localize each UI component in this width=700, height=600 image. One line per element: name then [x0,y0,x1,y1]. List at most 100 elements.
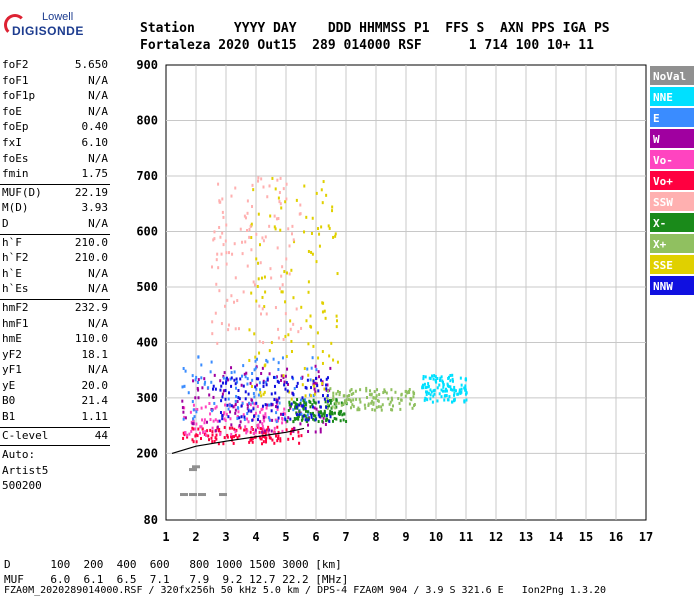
virtual-height-trace [171,427,305,454]
echo-point [264,403,267,407]
echo-point [246,417,249,421]
echo-point [199,431,202,435]
echo-point [463,386,466,390]
echo-point [221,392,224,396]
echo-point [229,377,232,381]
echo-point [181,406,184,410]
echo-point [370,401,373,405]
echo-point [250,409,253,413]
echo-point [391,398,394,402]
echo-point [438,392,441,396]
echo-point [328,226,331,230]
echo-point [230,436,233,440]
echo-point [261,236,264,240]
echo-point [381,403,384,407]
echo-point [339,419,342,423]
echo-point [422,386,425,390]
param-name: fmin [2,167,29,181]
echo-point [192,465,200,469]
echo-point [248,401,251,405]
echo-point [254,355,257,359]
echo-point [367,403,370,407]
echo-point [262,392,265,396]
echo-point [243,415,246,419]
echo-point [351,403,354,407]
echo-point [237,388,240,392]
echo-point [225,262,228,266]
echo-point [181,385,184,389]
echo-point [345,401,348,405]
param-name: yF2 [2,347,22,361]
echo-point [266,377,269,381]
echo-point [203,377,206,381]
echo-point [260,394,263,398]
echo-point [293,387,296,391]
echo-point [298,412,301,416]
echo-point [181,399,184,403]
echo-point [329,415,332,419]
echo-point [193,415,196,419]
echo-point [262,384,265,388]
echo-point [249,438,252,442]
legend-swatch [650,66,694,85]
echo-point [238,416,241,420]
echo-point [279,176,282,180]
echo-point [292,322,295,326]
param-name: h`Es [2,282,29,296]
echo-point [258,381,261,385]
echo-point [260,371,263,375]
echo-point [284,200,287,204]
echo-point [412,392,415,396]
echo-point [404,394,407,398]
echo-point [256,418,259,422]
param-value: 110.0 [74,332,108,346]
echo-point [262,417,265,421]
echo-point [301,396,304,400]
echo-point [253,332,256,336]
echo-point [221,417,224,421]
autoscaling-label: Artist5 [2,463,49,477]
param-row: h`F 210.0 [0,236,112,252]
echo-point [234,433,237,437]
echo-point [198,493,206,497]
echo-point [261,407,264,411]
legend-swatch [650,150,694,169]
autoscaling-label: 500200 [2,479,42,493]
echo-point [212,419,215,423]
echo-point [422,383,425,387]
echo-point [279,412,282,416]
echo-point [194,378,197,382]
echo-point [212,238,215,242]
echo-point [341,413,344,417]
echo-point [286,389,289,393]
echo-point [312,379,315,383]
x-tick-label: 4 [252,530,259,544]
echo-point [258,340,261,344]
echo-point [310,231,313,235]
echo-point [267,416,270,420]
echo-point [314,430,317,434]
echo-point [197,396,200,400]
echo-point [256,424,259,428]
param-name: foF1 [2,73,29,87]
echo-point [261,442,264,446]
echo-point [246,228,249,232]
echo-point [295,402,298,406]
echo-point [281,421,284,425]
echo-point [260,437,263,441]
echo-point [299,203,302,207]
echo-point [186,435,189,439]
x-tick-label: 7 [342,530,349,544]
echo-point [219,388,222,392]
echo-point [231,252,234,256]
echo-point [247,409,250,413]
echo-point [383,388,386,392]
echo-point [254,385,257,389]
echo-point [251,401,254,405]
param-row: fmin 1.75 [0,167,112,183]
echo-point [350,392,353,396]
echo-point [340,401,343,405]
echo-point [184,369,187,373]
echo-point [378,393,381,397]
echo-point [258,243,261,247]
